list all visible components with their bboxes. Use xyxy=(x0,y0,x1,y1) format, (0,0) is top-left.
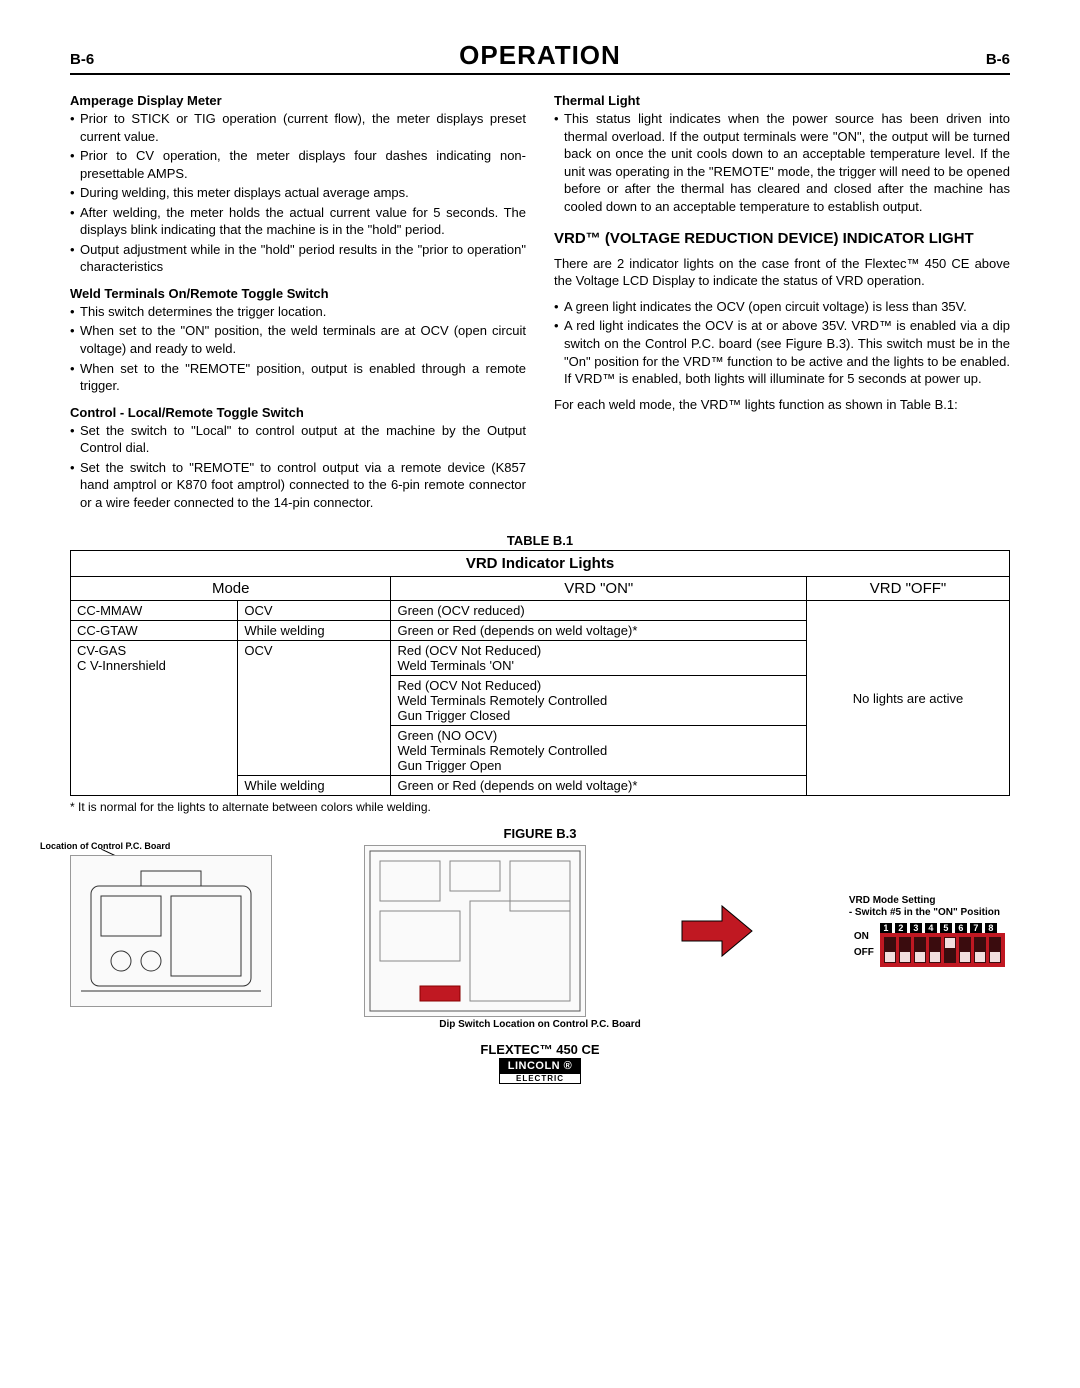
dip-assembly: 12345678 xyxy=(880,923,1005,967)
pc-board-location-label: Location of Control P.C. Board xyxy=(40,841,170,851)
cell: Green (OCV reduced) xyxy=(391,601,807,621)
cell: Green or Red (depends on weld voltage)* xyxy=(391,621,807,641)
dip-number: 3 xyxy=(910,923,922,933)
product-footer: FLEXTEC™ 450 CE LINCOLN ® ELECTRIC xyxy=(70,1042,1010,1084)
col-vrd-off: VRD "OFF" xyxy=(807,577,1010,601)
vrd-list: A green light indicates the OCV (open ci… xyxy=(554,298,1010,388)
dip-bottom-caption: Dip Switch Location on Control P.C. Boar… xyxy=(70,1019,1010,1030)
list-item: After welding, the meter holds the actua… xyxy=(70,204,526,239)
dip-number: 7 xyxy=(970,923,982,933)
list-item: Set the switch to "REMOTE" to control ou… xyxy=(70,459,526,512)
table-label: TABLE B.1 xyxy=(70,533,1010,548)
list-item: A green light indicates the OCV (open ci… xyxy=(554,298,1010,316)
cell: Red (OCV Not Reduced) Weld Terminals 'ON… xyxy=(391,641,807,676)
off-label: OFF xyxy=(854,945,874,961)
product-name: FLEXTEC™ 450 CE xyxy=(70,1042,1010,1057)
list-item: Output adjustment while in the "hold" pe… xyxy=(70,241,526,276)
brand-logo: LINCOLN ® ELECTRIC xyxy=(499,1057,582,1084)
header-title: OPERATION xyxy=(130,40,950,71)
dip-switch xyxy=(929,937,941,963)
vrd-heading: VRD™ (VOLTAGE REDUCTION DEVICE) INDICATO… xyxy=(554,229,1010,249)
dip-switch xyxy=(944,937,956,963)
list-item: This switch determines the trigger locat… xyxy=(70,303,526,321)
machine-icon xyxy=(71,856,271,1006)
figure-label: FIGURE B.3 xyxy=(70,826,1010,841)
weld-terminals-list: This switch determines the trigger locat… xyxy=(70,303,526,395)
machine-illustration xyxy=(70,855,272,1007)
list-item: Prior to STICK or TIG operation (current… xyxy=(70,110,526,145)
pc-board-illustration xyxy=(364,845,586,1017)
amperage-heading: Amperage Display Meter xyxy=(70,93,526,108)
cell: Green or Red (depends on weld voltage)* xyxy=(391,776,807,796)
board-icon xyxy=(365,846,585,1016)
dip-number: 4 xyxy=(925,923,937,933)
cell: Green (NO OCV) Weld Terminals Remotely C… xyxy=(391,726,807,776)
cell-off: No lights are active xyxy=(807,601,1010,796)
content-columns: Amperage Display Meter Prior to STICK or… xyxy=(70,83,1010,519)
list-item: Prior to CV operation, the meter display… xyxy=(70,147,526,182)
cell: CC-GTAW xyxy=(71,621,238,641)
on-off-labels: ON OFF xyxy=(854,929,874,961)
dip-switch xyxy=(884,937,896,963)
amperage-list: Prior to STICK or TIG operation (current… xyxy=(70,110,526,276)
cell: CC-MMAW xyxy=(71,601,238,621)
list-item: When set to the "ON" position, the weld … xyxy=(70,322,526,357)
cell: CV-GAS C V-Innershield xyxy=(71,641,238,796)
control-toggle-heading: Control - Local/Remote Toggle Switch xyxy=(70,405,526,420)
dip-switch xyxy=(959,937,971,963)
cell: While welding xyxy=(238,776,391,796)
list-item: During welding, this meter displays actu… xyxy=(70,184,526,202)
dip-switch xyxy=(974,937,986,963)
header-right: B-6 xyxy=(950,51,1010,68)
dip-number: 2 xyxy=(895,923,907,933)
dip-number: 8 xyxy=(985,923,997,933)
list-item: A red light indicates the OCV is at or a… xyxy=(554,317,1010,387)
table-title: VRD Indicator Lights xyxy=(71,551,1010,577)
cell: Red (OCV Not Reduced) Weld Terminals Rem… xyxy=(391,676,807,726)
brand-name: LINCOLN ® xyxy=(499,1058,582,1074)
dip-number: 1 xyxy=(880,923,892,933)
vrd-paragraph-1: There are 2 indicator lights on the case… xyxy=(554,255,1010,290)
dip-switch xyxy=(989,937,1001,963)
cell: While welding xyxy=(238,621,391,641)
dip-switch xyxy=(899,937,911,963)
page: B-6 OPERATION B-6 Amperage Display Meter… xyxy=(0,0,1080,1114)
dip-body xyxy=(880,933,1005,967)
table-footnote: * It is normal for the lights to alterna… xyxy=(70,800,1010,814)
dip-switch xyxy=(914,937,926,963)
list-item: When set to the "REMOTE" position, outpu… xyxy=(70,360,526,395)
weld-terminals-heading: Weld Terminals On/Remote Toggle Switch xyxy=(70,286,526,301)
header-left: B-6 xyxy=(70,51,130,68)
page-header: B-6 OPERATION B-6 xyxy=(70,40,1010,75)
brand-sub: ELECTRIC xyxy=(499,1074,582,1084)
left-column: Amperage Display Meter Prior to STICK or… xyxy=(70,83,526,519)
dip-number: 6 xyxy=(955,923,967,933)
right-column: Thermal Light This status light indicate… xyxy=(554,83,1010,519)
col-vrd-on: VRD "ON" xyxy=(391,577,807,601)
on-label: ON xyxy=(854,929,874,945)
dip-switch-group: VRD Mode Setting - Switch #5 in the "ON"… xyxy=(849,895,1010,967)
thermal-heading: Thermal Light xyxy=(554,93,1010,108)
vrd-paragraph-2: For each weld mode, the VRD™ lights func… xyxy=(554,396,1010,414)
control-toggle-list: Set the switch to "Local" to control out… xyxy=(70,422,526,512)
dip-caption: VRD Mode Setting - Switch #5 in the "ON"… xyxy=(849,895,1000,919)
dip-number: 5 xyxy=(940,923,952,933)
col-mode: Mode xyxy=(71,577,391,601)
figure-area: Location of Control P.C. Board xyxy=(70,845,1010,1017)
machine-illustration-wrap: Location of Control P.C. Board xyxy=(70,855,272,1007)
list-item: Set the switch to "Local" to control out… xyxy=(70,422,526,457)
dip-numbers: 12345678 xyxy=(880,923,1005,933)
cell: OCV xyxy=(238,601,391,621)
vrd-table: VRD Indicator Lights Mode VRD "ON" VRD "… xyxy=(70,550,1010,796)
arrow-icon xyxy=(677,901,757,961)
list-item: This status light indicates when the pow… xyxy=(554,110,1010,215)
thermal-list: This status light indicates when the pow… xyxy=(554,110,1010,215)
cell: OCV xyxy=(238,641,391,776)
